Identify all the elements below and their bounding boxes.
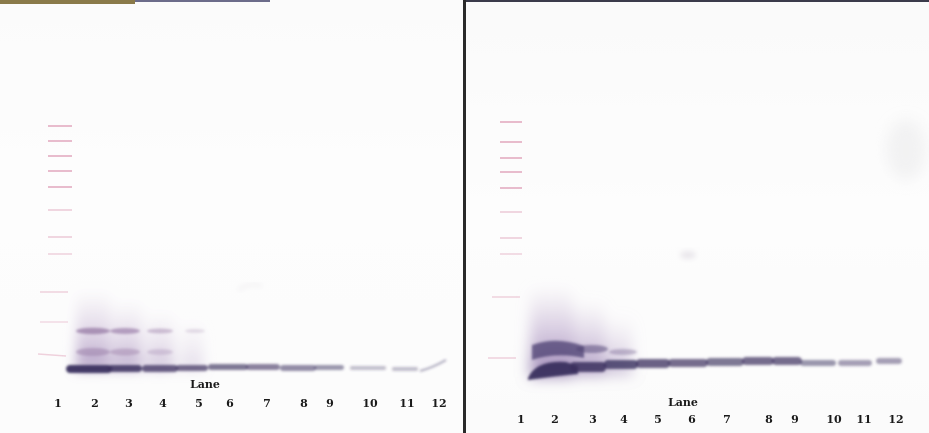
lane-label: 5 [195, 397, 203, 410]
lane-label: 1 [54, 397, 62, 410]
blot-panel-left: Lane 1 2 3 4 5 6 7 8 9 10 11 12 [0, 0, 463, 433]
background-smudge [680, 251, 696, 259]
lane-label: 2 [91, 397, 99, 410]
top-edge-artifact [0, 0, 135, 4]
lane-label: 10 [826, 413, 842, 426]
upper-bands [76, 327, 205, 356]
lane-axis-title: Lane [668, 396, 698, 409]
blot-panel-right: Lane 1 2 3 4 5 6 7 8 9 10 11 12 [466, 0, 929, 433]
top-edge-artifact [466, 0, 929, 2]
lane-label: 8 [300, 397, 308, 410]
molecular-weight-ladder [488, 121, 522, 359]
blot-image-left [37, 125, 447, 373]
lane-label: 10 [362, 397, 378, 410]
panel-divider [463, 0, 466, 433]
lane-label: 2 [551, 413, 559, 426]
lane-label: 9 [791, 413, 799, 426]
lane-label: 11 [856, 413, 872, 426]
lane-label: 6 [688, 413, 696, 426]
lane-label: 11 [399, 397, 415, 410]
lane-label: 6 [226, 397, 234, 410]
lane-axis-title: Lane [190, 378, 220, 391]
lane-label: 7 [723, 413, 731, 426]
lane-label: 5 [654, 413, 662, 426]
lane-label: 7 [263, 397, 271, 410]
background-smudge [886, 120, 926, 180]
lane-label: 4 [620, 413, 628, 426]
lane-label: 9 [326, 397, 334, 410]
molecular-weight-ladder [37, 125, 72, 357]
top-edge-artifact [135, 0, 270, 2]
main-band-row [66, 359, 447, 373]
lane-label: 12 [431, 397, 447, 410]
lane-label: 8 [765, 413, 773, 426]
blot-image-right [488, 120, 926, 380]
lane-label: 1 [517, 413, 525, 426]
lane-label: 3 [125, 397, 133, 410]
upper-bands [532, 340, 637, 360]
lane-label: 3 [589, 413, 597, 426]
lane-label: 4 [159, 397, 167, 410]
main-band-row [528, 357, 902, 380]
lane-label: 12 [888, 413, 904, 426]
